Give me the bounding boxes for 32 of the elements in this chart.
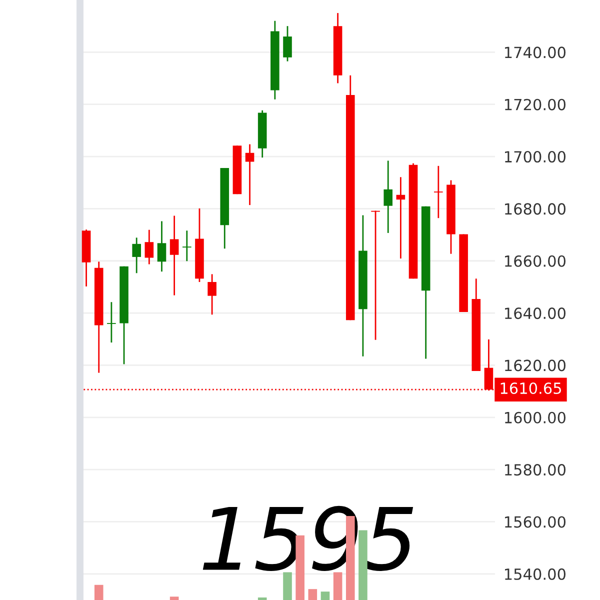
bar bbox=[308, 589, 318, 600]
y-tick-label: 1740.00 bbox=[505, 46, 566, 58]
y-tick-label: 1680.00 bbox=[505, 203, 566, 215]
bar bbox=[94, 584, 104, 600]
bar bbox=[283, 572, 292, 600]
bar bbox=[170, 596, 179, 600]
y-tick-label: 1580.00 bbox=[505, 464, 566, 476]
y-tick-label: 1600.00 bbox=[505, 412, 566, 424]
y-tick-label: 1700.00 bbox=[505, 150, 566, 163]
ref-line-label: 1610.65 bbox=[500, 382, 561, 394]
bar bbox=[320, 592, 330, 600]
candlestick bbox=[157, 220, 166, 272]
candlestick bbox=[182, 230, 192, 262]
y-tick-label: 1720.00 bbox=[505, 98, 566, 110]
candlestick bbox=[144, 229, 154, 265]
y-tick-label: 1660.00 bbox=[505, 255, 566, 267]
y-tick-label: 1560.00 bbox=[505, 516, 566, 528]
candlestick bbox=[245, 144, 254, 206]
bar bbox=[258, 597, 267, 600]
y-tick-label: 1540.00 bbox=[505, 568, 566, 580]
candlestick bbox=[434, 165, 443, 219]
bar bbox=[333, 572, 342, 600]
candlestick bbox=[283, 25, 292, 62]
candlestick bbox=[170, 215, 179, 296]
candlestick bbox=[384, 160, 393, 234]
candlestick bbox=[371, 210, 380, 341]
candlestick bbox=[107, 301, 116, 344]
candlestick bbox=[208, 273, 216, 316]
y-tick-label: 1620.00 bbox=[505, 360, 566, 372]
y-tick-label: 1640.00 bbox=[505, 308, 566, 320]
candlestick bbox=[396, 176, 406, 260]
candlestick bbox=[132, 236, 141, 274]
